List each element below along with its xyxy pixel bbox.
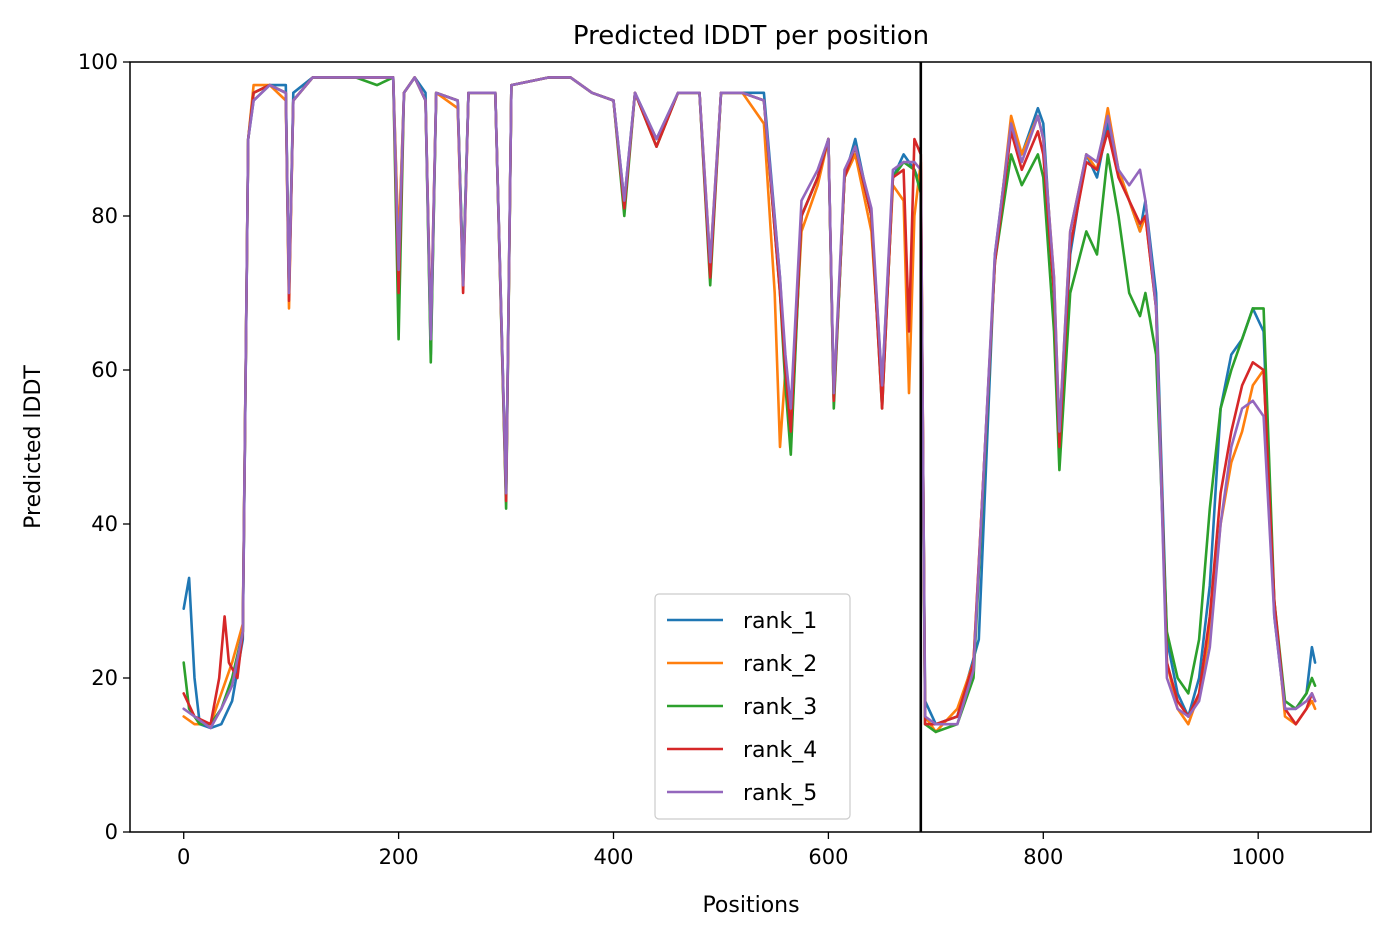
y-tick-label: 60: [91, 358, 118, 382]
x-tick-label: 0: [177, 845, 190, 869]
plot-frame: [129, 61, 1372, 833]
legend-label-rank_1: rank_1: [743, 609, 817, 634]
x-axis-label: Positions: [702, 893, 799, 918]
y-tick-label: 80: [91, 204, 118, 228]
legend-label-rank_5: rank_5: [743, 781, 817, 806]
legend: rank_1 rank_2 rank_3 rank_4 rank_5: [654, 593, 851, 820]
x-tick-label: 800: [1023, 845, 1063, 869]
y-tick-label: 40: [91, 512, 118, 536]
y-tick-label: 20: [91, 666, 118, 690]
x-tick-label: 400: [593, 845, 633, 869]
x-tick-label: 200: [379, 845, 419, 869]
chart-title: Predicted lDDT per position: [573, 21, 929, 51]
legend-label-rank_2: rank_2: [743, 652, 817, 677]
series-line-rank_5: [182, 76, 1317, 730]
y-axis-label: Predicted lDDT: [21, 365, 46, 529]
y-tick-label: 0: [105, 820, 118, 844]
x-tick-label: 1000: [1231, 845, 1284, 869]
legend-box: [654, 593, 851, 820]
legend-label-rank_4: rank_4: [743, 738, 817, 763]
x-tick-label: 600: [808, 845, 848, 869]
y-tick-label: 100: [78, 50, 118, 74]
legend-label-rank_3: rank_3: [743, 695, 817, 720]
